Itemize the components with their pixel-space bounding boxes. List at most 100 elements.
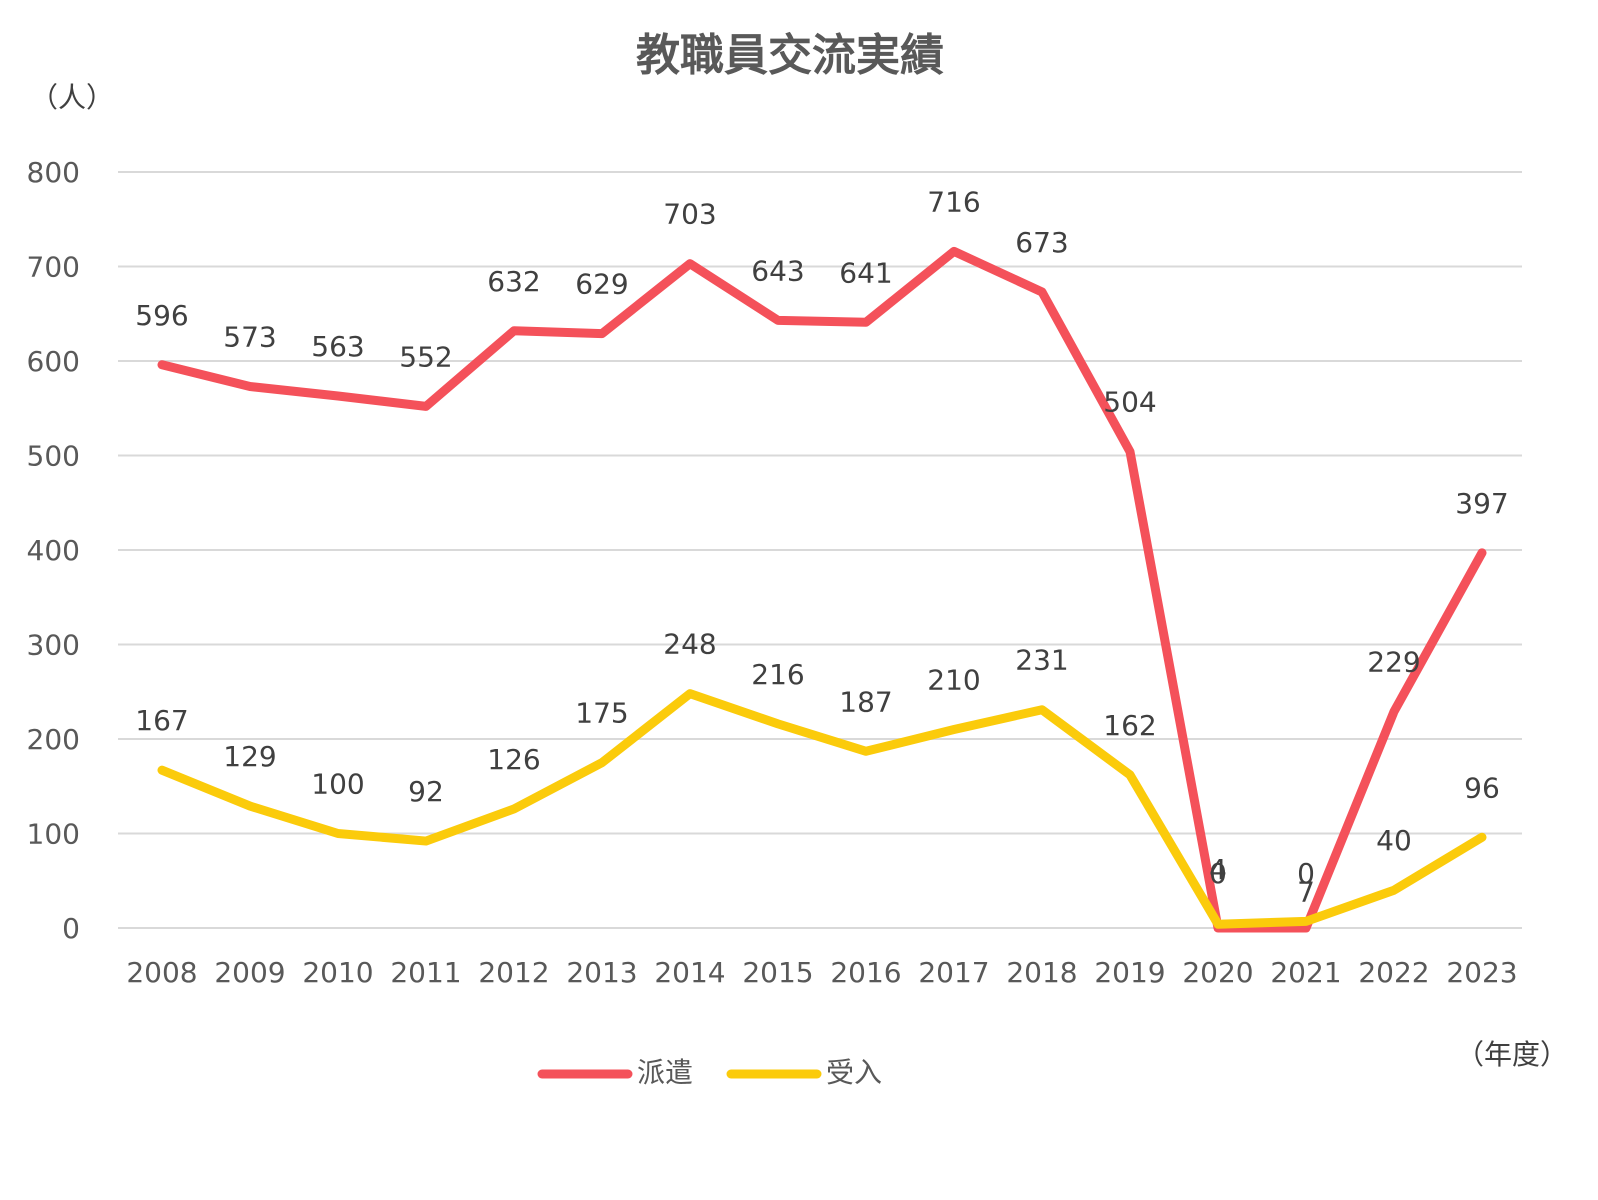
x-tick-label: 2019	[1094, 956, 1165, 989]
data-point	[1393, 889, 1395, 892]
data-label: 703	[663, 198, 716, 231]
x-tick-label: 2015	[742, 956, 813, 989]
data-label: 504	[1103, 386, 1156, 419]
data-label: 641	[839, 256, 892, 289]
data-point	[337, 394, 339, 397]
data-labels: 596 573 563 552 632 629 703 643 641 716 673 504 0 0 22…	[135, 185, 1508, 908]
data-point	[953, 728, 955, 731]
data-label: 40	[1376, 824, 1412, 857]
x-tick-label: 2012	[478, 956, 549, 989]
data-label: 632	[487, 265, 540, 298]
data-point	[513, 329, 515, 332]
data-label: 126	[487, 743, 540, 776]
data-label: 573	[223, 321, 276, 354]
data-point	[337, 832, 339, 835]
data-point	[1393, 710, 1395, 713]
data-label: 673	[1015, 226, 1068, 259]
series-line-0	[157, 246, 1487, 933]
y-tick-label: 500	[27, 440, 80, 473]
x-tick-label: 2011	[390, 956, 461, 989]
y-unit-label: （人）	[30, 81, 114, 114]
data-point	[1217, 923, 1219, 926]
data-label: 96	[1464, 771, 1500, 804]
y-tick-label: 400	[27, 534, 80, 567]
data-point	[425, 405, 427, 408]
data-label: 643	[751, 254, 804, 287]
x-tick-label: 2023	[1446, 956, 1517, 989]
data-point	[249, 385, 251, 388]
x-tick-label: 2008	[126, 956, 197, 989]
x-tick-label: 2009	[214, 956, 285, 989]
x-tick-label: 2014	[654, 956, 725, 989]
x-unit-label: （年度）	[1456, 1038, 1568, 1071]
data-label: 167	[135, 704, 188, 737]
chart-title: 教職員交流実績	[636, 30, 944, 81]
data-point	[601, 761, 603, 764]
data-label: 129	[223, 740, 276, 773]
x-tick-label: 2022	[1358, 956, 1429, 989]
data-label: 210	[927, 664, 980, 697]
data-label: 0	[1209, 857, 1227, 890]
data-point	[1481, 551, 1483, 554]
data-point	[1305, 920, 1307, 923]
data-label: 216	[751, 658, 804, 691]
legend: 派遣 受入	[537, 1056, 882, 1089]
data-label: 552	[399, 340, 452, 373]
data-label: 4	[1209, 853, 1227, 886]
x-tick-label: 2020	[1182, 956, 1253, 989]
data-point	[161, 769, 163, 772]
data-point	[1481, 836, 1483, 839]
x-tick-label: 2013	[566, 956, 637, 989]
data-point	[513, 807, 515, 810]
data-point	[425, 840, 427, 843]
x-axis-ticks: 2008 2009 2010 2011 2012 2013 2014 2015 2016 2017…	[126, 956, 1517, 989]
legend-label-dispatch: 派遣	[637, 1056, 693, 1089]
data-point	[777, 319, 779, 322]
y-tick-label: 100	[27, 818, 80, 851]
data-label: 100	[311, 768, 364, 801]
x-tick-label: 2016	[830, 956, 901, 989]
data-point	[689, 262, 691, 265]
y-tick-label: 200	[27, 723, 80, 756]
data-point	[1041, 291, 1043, 294]
series-lines	[157, 246, 1487, 933]
series-line-1	[157, 689, 1487, 929]
data-point	[953, 250, 955, 253]
data-label: 162	[1103, 709, 1156, 742]
data-label: 563	[311, 330, 364, 363]
x-tick-label: 2010	[302, 956, 373, 989]
x-tick-label: 2017	[918, 956, 989, 989]
data-point	[689, 692, 691, 695]
data-label: 231	[1015, 644, 1068, 677]
data-label: 716	[927, 185, 980, 218]
data-point	[601, 332, 603, 335]
data-point	[777, 722, 779, 725]
data-label: 629	[575, 268, 628, 301]
data-label: 92	[408, 775, 444, 808]
gridlines	[118, 171, 1522, 929]
legend-label-receive: 受入	[826, 1056, 882, 1089]
y-axis-ticks: 0 100 200 300 400 500 600 700 800	[27, 156, 80, 945]
data-point	[1305, 927, 1307, 929]
data-point	[1041, 708, 1043, 711]
data-label: 596	[135, 299, 188, 332]
y-tick-label: 700	[27, 251, 80, 284]
data-label: 397	[1455, 487, 1508, 520]
data-label: 7	[1297, 875, 1315, 908]
x-tick-label: 2021	[1270, 956, 1341, 989]
data-point	[161, 363, 163, 366]
y-tick-label: 600	[27, 345, 80, 378]
y-tick-label: 800	[27, 156, 80, 189]
x-tick-label: 2018	[1006, 956, 1077, 989]
data-label: 248	[663, 628, 716, 661]
data-point	[249, 805, 251, 808]
y-tick-label: 300	[27, 629, 80, 662]
y-tick-label: 0	[62, 912, 80, 945]
data-label: 175	[575, 697, 628, 730]
data-point	[865, 750, 867, 753]
data-label: 0	[1297, 857, 1315, 890]
data-label: 229	[1367, 646, 1420, 679]
data-point	[1129, 450, 1131, 453]
data-label: 187	[839, 685, 892, 718]
data-point	[1129, 773, 1131, 776]
